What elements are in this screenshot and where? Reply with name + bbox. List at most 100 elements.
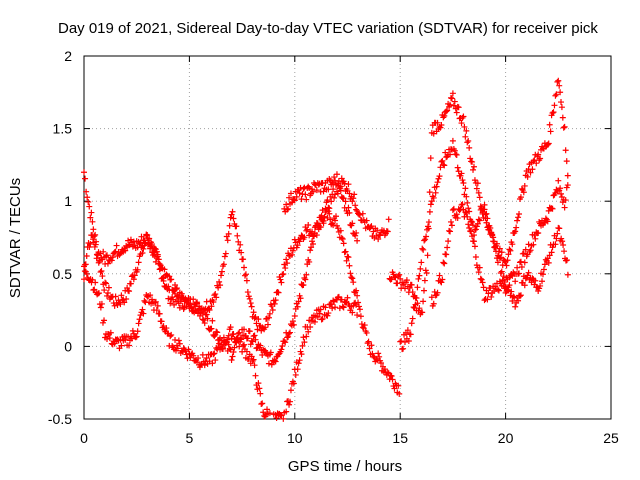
data-point-marker (174, 345, 181, 352)
data-point-marker (130, 330, 137, 337)
data-point-marker (381, 366, 388, 373)
data-point-marker (314, 313, 321, 320)
data-point-marker (346, 209, 353, 216)
data-point-marker (273, 415, 280, 422)
data-point-marker (435, 175, 442, 182)
data-point-marker (325, 310, 332, 317)
x-tick-label: 25 (603, 430, 619, 446)
data-point-marker (241, 341, 248, 348)
data-point-marker (439, 157, 446, 164)
data-point-marker (257, 342, 264, 349)
data-point-marker (308, 244, 315, 251)
data-point-marker (356, 211, 363, 218)
data-point-marker (409, 315, 416, 322)
data-point-marker (87, 214, 94, 221)
data-point-marker (563, 158, 570, 165)
data-point-marker (367, 224, 374, 231)
data-point-marker (122, 247, 129, 254)
data-point-marker (291, 313, 298, 320)
data-point-marker (518, 264, 525, 271)
data-point-marker (552, 241, 559, 248)
data-point-marker (209, 360, 216, 367)
data-point-marker (251, 362, 258, 369)
data-point-marker (518, 185, 525, 192)
data-point-marker (424, 223, 431, 230)
data-point-marker (113, 242, 120, 249)
data-point-marker (106, 335, 113, 342)
data-point-marker (458, 201, 465, 208)
data-point-marker (287, 329, 294, 336)
data-point-marker (228, 211, 235, 218)
data-point-marker (337, 227, 344, 234)
data-point-marker (311, 318, 318, 325)
data-point-marker (388, 372, 395, 379)
data-point-marker (95, 290, 102, 297)
data-point-marker (450, 102, 457, 109)
data-point-marker (312, 223, 319, 230)
data-point-marker (349, 220, 356, 227)
data-point-marker (284, 206, 291, 213)
data-point-marker (427, 201, 434, 208)
data-point-marker (546, 121, 553, 128)
data-point-marker (229, 353, 236, 360)
data-point-marker (434, 289, 441, 296)
data-point-marker (344, 253, 351, 260)
data-point-marker (361, 322, 368, 329)
data-point-marker (409, 289, 416, 296)
data-point-marker (494, 259, 501, 266)
data-point-marker (354, 312, 361, 319)
data-point-marker (134, 328, 141, 335)
data-point-marker (517, 194, 524, 201)
data-point-marker (471, 177, 478, 184)
data-point-marker (509, 298, 516, 305)
data-point-marker (483, 210, 490, 217)
data-point-marker (438, 122, 445, 129)
data-point-marker (282, 265, 289, 272)
data-point-marker (497, 254, 504, 261)
data-point-marker (296, 238, 303, 245)
data-point-marker (448, 222, 455, 229)
data-point-marker (520, 250, 527, 257)
data-point-marker (494, 286, 501, 293)
data-point-marker (557, 185, 564, 192)
data-point-marker (384, 369, 391, 376)
data-point-marker (210, 299, 217, 306)
data-point-marker (92, 241, 99, 248)
data-point-marker (458, 120, 465, 127)
data-point-marker (145, 240, 152, 247)
data-point-marker (420, 298, 427, 305)
x-tick-label: 5 (186, 430, 194, 446)
data-point-marker (352, 202, 359, 209)
data-point-marker (88, 209, 95, 216)
data-point-marker (337, 183, 344, 190)
data-point-marker (87, 240, 94, 247)
data-point-marker (210, 351, 217, 358)
data-point-marker (444, 244, 451, 251)
data-point-marker (252, 336, 259, 343)
data-point-marker (294, 242, 301, 249)
data-point-marker (283, 408, 290, 415)
data-point-marker (349, 309, 356, 316)
data-point-marker (86, 203, 93, 210)
data-point-marker (340, 195, 347, 202)
data-point-marker (344, 294, 351, 301)
data-point-marker (282, 339, 289, 346)
data-point-marker (403, 277, 410, 284)
data-point-marker (481, 297, 488, 304)
data-point-marker (231, 344, 238, 351)
data-point-marker (487, 224, 494, 231)
data-point-marker (258, 401, 265, 408)
data-point-marker (463, 193, 470, 200)
data-point-marker (394, 280, 401, 287)
data-point-marker (455, 104, 462, 111)
data-point-marker (105, 284, 112, 291)
data-point-marker (420, 287, 427, 294)
data-point-marker (340, 304, 347, 311)
data-point-marker (271, 357, 278, 364)
data-point-marker (134, 266, 141, 273)
data-point-marker (517, 258, 524, 265)
data-point-marker (498, 268, 505, 275)
data-point-marker (349, 275, 356, 282)
data-point-marker (545, 259, 552, 266)
data-point-marker (140, 310, 147, 317)
